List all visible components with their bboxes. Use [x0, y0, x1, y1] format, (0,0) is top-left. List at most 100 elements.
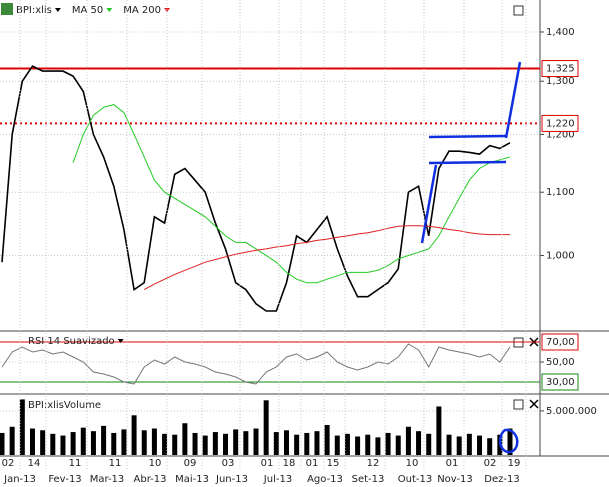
legend-arrow	[54, 8, 61, 12]
y-tick-label: 50,00	[546, 357, 575, 368]
series-line	[143, 225, 510, 291]
x-tick-label: 12	[367, 458, 380, 469]
x-tick-label: 19	[508, 458, 521, 469]
x-month-label: Mai-13	[175, 474, 209, 485]
x-tick-label: 11	[69, 458, 82, 469]
x-tick-label: 10	[406, 458, 419, 469]
volume-bar	[283, 430, 289, 455]
level-box	[541, 60, 579, 78]
volume-bar	[294, 434, 300, 455]
volume-bar	[162, 433, 168, 455]
volume-bar	[477, 435, 483, 455]
volume-bar	[456, 436, 462, 455]
y-tick-label: 5.000.000	[546, 406, 597, 417]
volume-bar	[131, 415, 137, 455]
x-month-label: Jul-13	[263, 474, 292, 485]
maximize-icon[interactable]	[513, 5, 524, 16]
x-month-label: Mar-13	[90, 474, 125, 485]
volume-bar	[395, 435, 401, 455]
level-box	[541, 333, 579, 351]
volume-bar	[223, 433, 229, 455]
x-tick-label: 03	[222, 458, 235, 469]
level-label: 1,325	[546, 64, 575, 75]
volume-bar	[344, 433, 350, 455]
volume-bar	[70, 432, 76, 455]
volume-bar	[314, 431, 320, 455]
x-month-label: Set-13	[352, 474, 385, 485]
y-tick-label: 1,400	[546, 27, 575, 38]
volume-bar	[192, 432, 198, 455]
level-box	[541, 114, 579, 132]
series-line	[72, 104, 511, 284]
volume-bar	[19, 399, 25, 455]
legend-label: MA 50	[72, 5, 103, 16]
volume-bar	[101, 425, 107, 455]
legend-label: MA 200	[123, 5, 161, 16]
x-month-label: Nov-13	[437, 474, 473, 485]
volume-bar	[50, 433, 56, 455]
volume-bar	[172, 434, 178, 455]
maximize-icon[interactable]	[513, 399, 524, 410]
trend-line	[420, 164, 438, 244]
volume-bar	[0, 432, 5, 455]
x-tick-label: 11	[109, 458, 122, 469]
x-month-label: Jun-13	[215, 474, 248, 485]
volume-bar	[182, 423, 188, 455]
x-tick-label: 02	[484, 458, 497, 469]
volume-bar	[60, 435, 66, 455]
volume-bar	[151, 428, 157, 455]
x-month-label: Abr-13	[134, 474, 167, 485]
volume-bar	[202, 435, 208, 455]
volume-bar	[487, 438, 493, 455]
x-month-label: Out-13	[398, 474, 432, 485]
legend-arrow	[164, 8, 171, 12]
volume-bar	[212, 432, 218, 455]
x-tick-label: 15	[327, 458, 340, 469]
volume-bar	[253, 428, 259, 455]
close-icon[interactable]	[529, 399, 539, 409]
x-month-label: Ago-13	[307, 474, 343, 485]
volume-bar	[334, 435, 340, 455]
x-month-label: Fev-13	[48, 474, 81, 485]
y-tick-label: 1,100	[546, 187, 575, 198]
trend-line	[428, 160, 507, 165]
x-tick-label: 01	[446, 458, 459, 469]
volume-bar	[375, 437, 381, 455]
volume-bar	[90, 431, 96, 455]
annotations	[420, 61, 522, 454]
level-label: 30,00	[546, 377, 575, 388]
volume-bar	[29, 428, 35, 455]
x-tick-label: 18	[283, 458, 296, 469]
x-tick-label: 09	[184, 458, 197, 469]
volume-bar	[121, 429, 127, 455]
volume-bar	[273, 432, 279, 455]
x-tick-label: 01	[306, 458, 319, 469]
volume-bar	[243, 431, 249, 455]
trend-line	[504, 61, 522, 139]
volume-bar	[324, 425, 330, 455]
volume-bar	[40, 430, 46, 455]
volume-bar	[263, 400, 269, 455]
eq-icon	[1, 3, 13, 15]
volume-bar	[141, 430, 147, 455]
volume-bar	[416, 431, 422, 455]
volume-bar	[436, 406, 442, 455]
legend-arrow	[106, 8, 113, 12]
y-tick-label: 1,200	[546, 129, 575, 140]
x-tick-label: 10	[149, 458, 162, 469]
volume-bar	[80, 427, 86, 455]
volume-bar	[304, 432, 310, 455]
volume-bar	[355, 436, 361, 455]
volume-bar	[405, 426, 411, 455]
x-tick-label: 01	[261, 458, 274, 469]
volume-bar	[385, 432, 391, 455]
level-label: 1,220	[546, 118, 575, 129]
volume-bar	[111, 432, 117, 455]
level-box	[541, 373, 579, 391]
x-month-label: Jan-13	[3, 474, 36, 485]
panel-title: RSI 14 Suavizado	[28, 336, 115, 347]
x-month-label: Dez-13	[484, 474, 519, 485]
legend-label: BPI:xlis	[16, 5, 52, 16]
volume-bar	[426, 433, 432, 455]
volume-bar	[446, 434, 452, 455]
